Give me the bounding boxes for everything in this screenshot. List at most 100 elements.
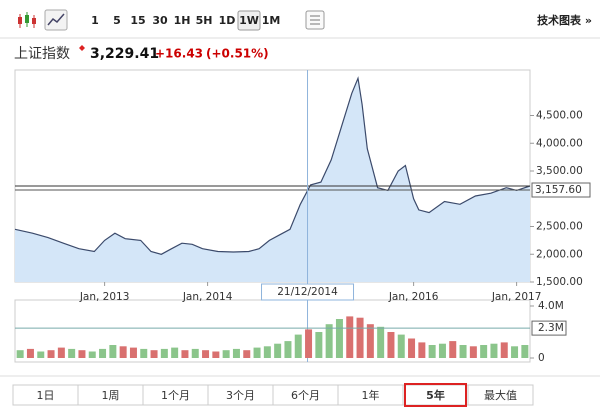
interval-button[interactable]: 1 <box>91 14 99 27</box>
volume-bar <box>129 347 137 358</box>
interval-button[interactable]: 5H <box>196 14 213 27</box>
interval-button[interactable]: 30 <box>152 14 168 27</box>
volume-bar <box>335 319 343 358</box>
price-area <box>15 78 530 282</box>
last-price-label: 3,157.60 <box>535 184 582 196</box>
volume-bar <box>305 329 313 358</box>
interval-selected <box>237 10 261 31</box>
range-label[interactable]: 1个月 <box>161 389 190 402</box>
volume-bar <box>119 346 127 358</box>
range-label[interactable]: 5年 <box>426 388 445 402</box>
volume-bar <box>511 346 519 358</box>
interval-button[interactable]: 1H <box>174 14 191 27</box>
volume-bar <box>428 345 436 358</box>
volume-bar <box>377 326 385 358</box>
volume-bar <box>438 343 446 358</box>
volume-bar <box>346 316 354 358</box>
interval-button[interactable]: 1M <box>262 14 281 27</box>
volume-bar <box>171 347 179 358</box>
x-tick-label: Jan, 2016 <box>388 291 439 303</box>
volume-bar <box>181 350 189 358</box>
volume-bar <box>490 343 498 358</box>
y-tick-label: 4,500.00 <box>536 110 583 122</box>
crosshair-box <box>261 283 355 301</box>
range-label[interactable]: 1年 <box>362 388 380 402</box>
x-tick-label: Jan, 2013 <box>79 291 130 303</box>
volume-bar <box>408 338 416 358</box>
volume-bar <box>243 350 251 358</box>
volume-tick-label: 4.0M <box>538 300 564 312</box>
volume-bar <box>366 324 374 358</box>
volume-bar <box>140 348 148 358</box>
volume-bar <box>459 345 467 358</box>
volume-bar <box>47 350 55 358</box>
volume-bar <box>202 350 210 358</box>
volume-bar <box>263 346 271 358</box>
volume-bar <box>78 350 86 358</box>
settings-icon[interactable] <box>305 10 325 30</box>
volume-bar <box>99 348 107 358</box>
y-tick-label: 1,500.00 <box>536 276 583 288</box>
volume-bar <box>315 332 323 358</box>
volume-bar <box>109 345 117 358</box>
volume-bar <box>449 341 457 358</box>
volume-tick-label: 0 <box>538 352 545 364</box>
volume-bar <box>26 348 34 358</box>
volume-bar <box>88 351 96 358</box>
range-label[interactable]: 1日 <box>37 389 55 402</box>
price-line <box>14 76 531 255</box>
volume-bar <box>232 348 240 358</box>
volume-bar <box>274 343 282 358</box>
range-label[interactable]: 1周 <box>102 389 120 402</box>
volume-last-label: 2.3M <box>538 322 564 334</box>
volume-bar <box>160 348 168 358</box>
y-tick-label: 4,000.00 <box>536 137 583 149</box>
volume-bar <box>500 342 508 358</box>
interval-button[interactable]: 1D <box>219 14 236 27</box>
index-price: 3,229.41 <box>90 46 159 62</box>
volume-last-box <box>531 320 567 336</box>
interval-button[interactable]: 5 <box>113 14 121 27</box>
volume-bar <box>16 350 24 358</box>
range-selected <box>404 383 467 407</box>
range-label[interactable]: 6个月 <box>291 389 320 402</box>
line-icon[interactable] <box>44 9 68 31</box>
x-tick-label: Jan, 2014 <box>182 291 233 303</box>
volume-bar <box>68 348 76 358</box>
volume-bar <box>284 341 292 358</box>
interval-button[interactable]: 1W <box>239 14 259 27</box>
x-tick-label: Jan, 2017 <box>491 291 542 303</box>
volume-bar <box>387 332 395 358</box>
y-tick-label: 2,500.00 <box>536 221 583 233</box>
index-change: +16.43 <box>155 47 203 61</box>
volume-bar <box>37 351 45 358</box>
volume-bar <box>57 347 65 358</box>
volume-bar <box>521 345 529 358</box>
volume-bar <box>356 317 364 358</box>
index-change-pct: (+0.51%) <box>206 47 269 61</box>
tech-chart-link[interactable]: 技术图表 » <box>537 13 592 27</box>
volume-bar <box>325 324 333 358</box>
volume-bar <box>212 351 220 358</box>
range-label[interactable]: 3个月 <box>226 389 255 402</box>
volume-bar <box>150 350 158 358</box>
range-button[interactable] <box>467 384 534 406</box>
volume-bar <box>253 347 261 358</box>
volume-bar <box>294 334 302 358</box>
range-label[interactable]: 最大值 <box>484 388 517 402</box>
volume-bar <box>397 334 405 358</box>
y-tick-label: 3,500.00 <box>536 165 583 177</box>
volume-bar <box>222 350 230 358</box>
candle-icon[interactable] <box>18 12 36 28</box>
volume-bar <box>469 346 477 358</box>
crosshair-label: 21/12/2014 <box>277 286 338 298</box>
y-tick-label: 2,000.00 <box>536 248 583 260</box>
interval-button[interactable]: 15 <box>130 14 145 27</box>
index-name: 上证指数 <box>14 46 70 62</box>
volume-bar <box>418 342 426 358</box>
alert-diamond <box>79 45 85 51</box>
volume-bar <box>191 348 199 358</box>
last-price-box <box>531 182 591 198</box>
volume-bar <box>480 345 488 358</box>
